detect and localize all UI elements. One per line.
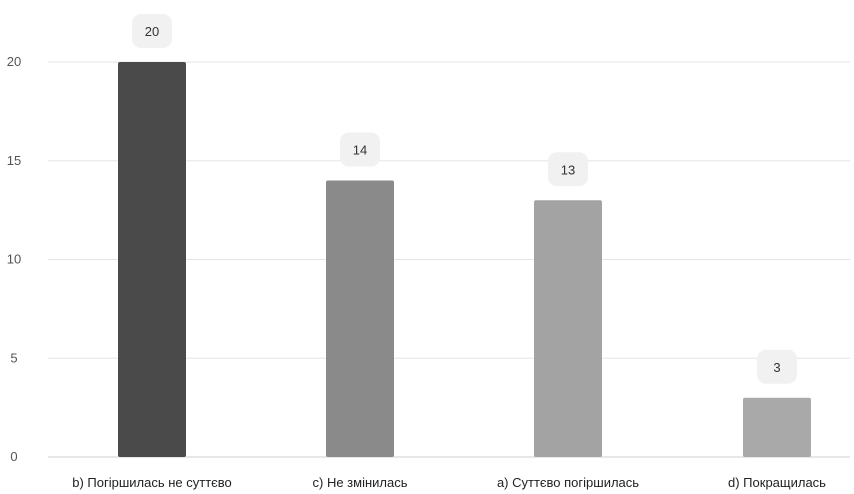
data-label-4: 3	[773, 360, 780, 375]
data-label-badge-4	[757, 349, 797, 384]
y-tick-label-5: 5	[10, 350, 17, 365]
y-tick-label-15: 15	[7, 153, 21, 168]
bar-4	[743, 397, 811, 457]
data-label-1: 20	[145, 24, 159, 39]
data-label-badge-2	[340, 132, 380, 167]
data-label-badge-1	[132, 14, 172, 48]
bar-3	[534, 200, 602, 457]
y-tick-label-10: 10	[7, 252, 21, 267]
y-axis: 0 5 10 15 20	[7, 54, 21, 464]
y-tick-label-20: 20	[7, 54, 21, 69]
x-tick-label-2: c) Не змінилась	[313, 475, 408, 490]
data-labels: 20 14 13 3	[132, 14, 797, 384]
bar-2	[326, 180, 394, 457]
x-axis: b) Погіршилась не суттєво c) Не змінилась…	[72, 475, 826, 490]
bar-1	[118, 62, 186, 457]
x-tick-label-3: a) Суттєво погіршилась	[497, 475, 639, 490]
y-tick-label-0: 0	[10, 449, 17, 464]
x-tick-label-1: b) Погіршилась не суттєво	[72, 475, 232, 490]
bars	[118, 62, 811, 457]
data-label-3: 13	[561, 162, 575, 177]
data-label-2: 14	[353, 143, 367, 158]
x-tick-label-4: d) Покращилась	[728, 475, 826, 490]
data-label-badge-3	[548, 152, 588, 187]
